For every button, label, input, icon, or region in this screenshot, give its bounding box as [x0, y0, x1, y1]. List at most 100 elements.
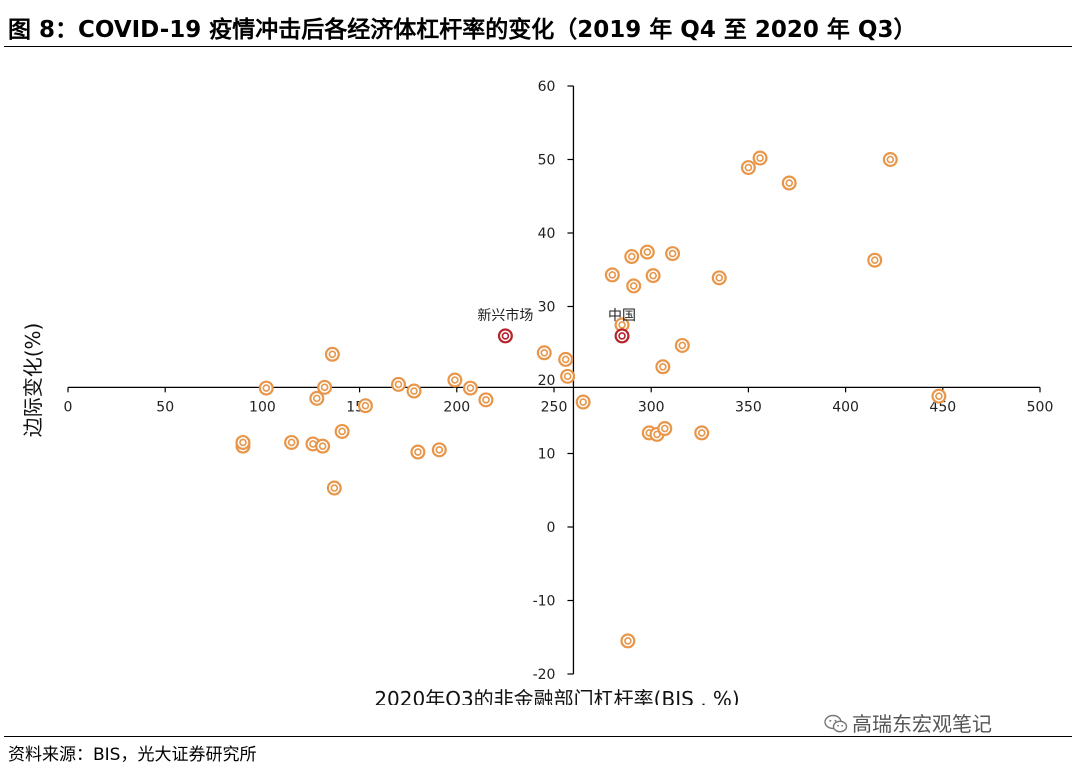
- data-point: [478, 392, 494, 408]
- highlight-point-inner: [501, 332, 510, 340]
- y-tick-label: 60: [538, 79, 556, 95]
- data-point-inner: [785, 179, 794, 187]
- data-point-inner: [608, 271, 617, 279]
- data-point: [324, 346, 340, 362]
- data-point: [536, 345, 552, 361]
- data-point-inner: [618, 321, 626, 329]
- y-tick-label: -10: [533, 594, 556, 610]
- source-note: 资料来源：BIS，光大证券研究所: [8, 745, 257, 765]
- data-point: [431, 442, 447, 458]
- data-point-inner: [482, 396, 490, 404]
- data-point-inner: [318, 442, 327, 450]
- data-point-inner: [320, 383, 329, 392]
- data-point: [560, 368, 576, 384]
- data-point: [626, 278, 642, 294]
- data-point: [657, 421, 673, 437]
- data-point-inner: [653, 430, 661, 439]
- data-point-inner: [410, 387, 418, 395]
- data-point: [740, 160, 756, 176]
- data-point-inner: [540, 349, 549, 357]
- data-point-inner: [661, 424, 669, 433]
- data-point-inner: [561, 355, 570, 364]
- data-point-inner: [435, 446, 444, 454]
- data-point-inner: [563, 372, 572, 381]
- x-tick-label: 250: [541, 399, 568, 415]
- data-point: [665, 246, 681, 262]
- data-point-inner: [697, 429, 706, 437]
- point-label: 中国: [608, 308, 636, 324]
- data-point-inner: [361, 401, 370, 410]
- title-divider: [4, 46, 1072, 47]
- highlight-point-inner: [618, 332, 626, 340]
- x-tick-label: 300: [638, 399, 665, 415]
- data-point: [284, 434, 300, 450]
- y-axis-title: 边际变化(%): [21, 323, 45, 438]
- y-tick-label: 0: [547, 520, 556, 536]
- watermark: 高瑞东宏观笔记: [824, 708, 992, 737]
- x-tick-label: 100: [249, 399, 276, 415]
- data-point: [357, 398, 373, 414]
- data-point: [309, 390, 325, 406]
- data-point-inner: [649, 271, 657, 280]
- x-tick-label: 200: [443, 399, 470, 415]
- footer-divider: [4, 736, 1072, 737]
- data-point-inner: [659, 362, 667, 371]
- highlight-point: [497, 328, 513, 344]
- data-point-inner: [668, 249, 677, 258]
- data-point: [882, 152, 898, 168]
- x-tick-label: 50: [156, 399, 174, 415]
- y-tick-label: 20: [538, 373, 556, 389]
- data-point: [575, 394, 591, 410]
- y-tick-label: 30: [538, 300, 556, 316]
- data-point: [447, 372, 463, 388]
- data-point-inner: [414, 448, 422, 456]
- data-point-inner: [624, 637, 632, 645]
- data-point-inner: [627, 252, 636, 261]
- y-tick-label: 50: [538, 153, 556, 169]
- data-point: [235, 434, 251, 450]
- highlight-point: [614, 328, 630, 344]
- data-point: [326, 480, 342, 496]
- data-point: [620, 633, 636, 649]
- data-point-inner: [330, 484, 339, 492]
- data-point: [694, 425, 710, 441]
- x-tick-label: 400: [832, 399, 859, 415]
- watermark-text: 高瑞东宏观笔记: [852, 712, 992, 736]
- data-point: [674, 337, 690, 353]
- data-point-inner: [466, 384, 475, 392]
- data-point-inner: [328, 350, 337, 359]
- data-point: [258, 380, 274, 396]
- x-tick-label: 500: [1027, 399, 1054, 415]
- data-point-inner: [579, 398, 587, 406]
- y-tick-label: 10: [538, 447, 556, 463]
- data-point: [624, 249, 640, 265]
- data-point: [604, 267, 620, 283]
- data-point-inner: [338, 427, 346, 436]
- data-point: [711, 270, 727, 286]
- data-point-inner: [870, 256, 879, 264]
- y-tick-label: 40: [538, 226, 556, 242]
- data-point: [655, 359, 671, 375]
- x-tick-label: 350: [735, 399, 762, 415]
- x-tick-label: 0: [64, 399, 73, 415]
- data-point: [334, 423, 350, 439]
- data-point: [931, 388, 947, 404]
- data-point-inner: [715, 274, 724, 282]
- data-point: [639, 244, 655, 260]
- data-point: [317, 379, 333, 395]
- data-point: [315, 438, 331, 454]
- data-point-inner: [886, 155, 895, 164]
- data-point: [410, 444, 426, 460]
- scatter-chart: 050100150200250300350400450500-20-100102…: [21, 79, 1054, 705]
- data-point-inner: [935, 392, 943, 400]
- data-point-inner: [744, 163, 753, 172]
- x-tick-label: 450: [929, 399, 956, 415]
- x-axis-title: 2020年Q3的非金融部门杠杆率(BIS , %): [374, 687, 739, 705]
- data-point: [406, 383, 422, 399]
- wechat-icon: [824, 714, 848, 733]
- y-tick-label: -20: [533, 667, 556, 683]
- data-point-inner: [629, 282, 638, 290]
- data-point-inner: [287, 438, 296, 447]
- data-point: [781, 175, 797, 191]
- data-point: [558, 351, 574, 367]
